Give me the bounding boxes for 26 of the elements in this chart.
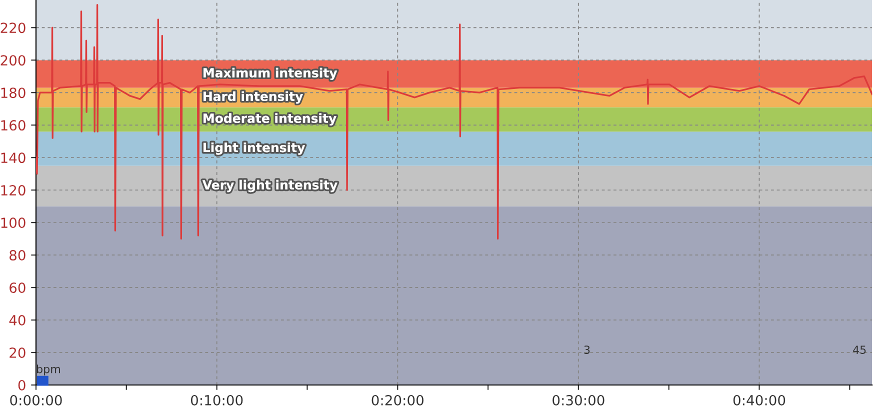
annotation: bpm [37,364,60,376]
x-tick-label: 0:10:00 [190,394,243,406]
annotation: 45 [853,346,866,354]
x-tick-label: 0:40:00 [733,394,786,406]
band-label: Moderate intensity [204,113,336,126]
band-label: Very light intensity [202,180,338,192]
y-tick-label: 80 [10,250,26,261]
y-tick-label: 60 [10,282,26,294]
x-tick-label: 0:00:00 [10,394,62,406]
y-tick-label: 100 [1,218,26,228]
y-tick-label: 120 [1,185,26,196]
y-tick-label: 200 [0,55,26,66]
band-label: Hard intensity [204,91,303,104]
y-tick-label: 220 [0,22,26,34]
y-tick-label: 0 [18,380,26,390]
y-tick-label: 160 [1,120,26,131]
band-label: Maximum intensity [204,68,338,80]
x-tick-label: 0:30:00 [552,394,604,406]
y-tick-label: 140 [1,152,26,164]
band-label: Light intensity [204,142,305,155]
annotation: 3 [584,346,590,354]
x-tick-label: 0:20:00 [372,394,424,406]
line-series [36,4,872,240]
y-tick-label: 20 [10,347,26,358]
y-tick-label: 180 [1,88,26,98]
y-tick-label: 40 [9,314,26,326]
